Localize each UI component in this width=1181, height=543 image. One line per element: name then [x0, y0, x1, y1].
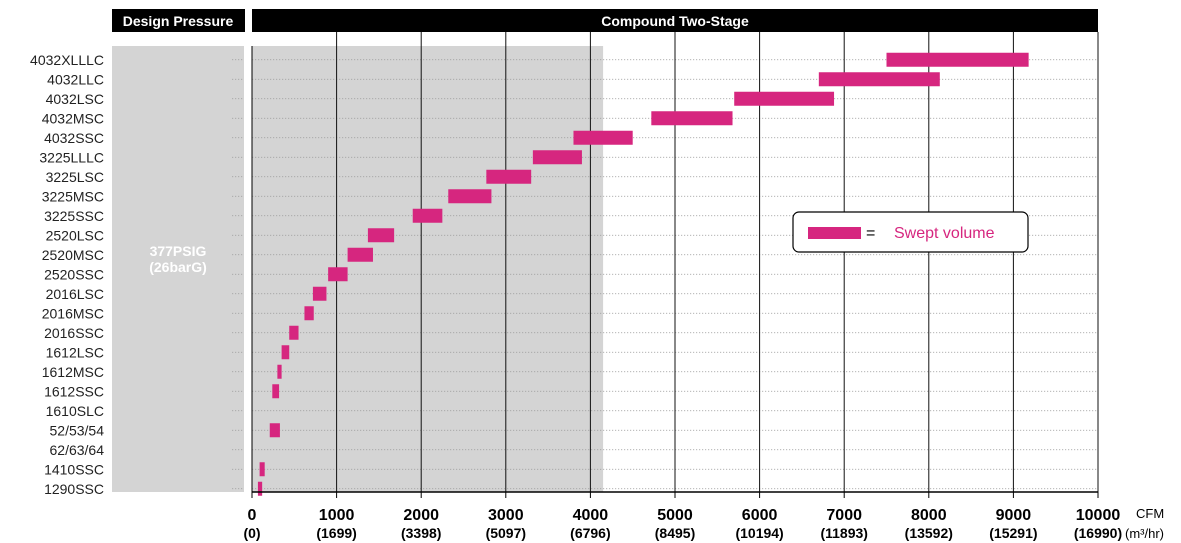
x-tick-label-m3hr-7000: (11893) [820, 525, 867, 541]
x-tick-label-m3hr-6000: (10194) [735, 525, 783, 541]
x-tick-label-m3hr-8000: (13592) [905, 525, 953, 541]
x-tick-label-5000: 5000 [657, 507, 693, 524]
x-tick-label-6000: 6000 [742, 507, 778, 524]
shaded-region [252, 46, 604, 492]
bar-3225lsc [486, 169, 532, 184]
bar-2520lsc [367, 228, 395, 243]
y-label-4032msc: 4032MSC [42, 110, 104, 126]
bar-4032ssc [573, 130, 633, 145]
compound-two-stage-header-bg [252, 9, 1098, 32]
bar-4032lsc [734, 91, 835, 106]
x-tick-label-m3hr-3000: (5097) [486, 525, 526, 541]
x-unit-m3hr: (m³/hr) [1125, 526, 1164, 541]
y-label-2016msc: 2016MSC [42, 305, 104, 321]
y-label-1612lsc: 1612LSC [46, 344, 104, 360]
y-label-3225lsc: 3225LSC [46, 169, 104, 185]
bar-2016lsc [312, 286, 327, 301]
y-label-4032ssc: 4032SSC [44, 130, 104, 146]
design-pressure-barg: (26barG) [149, 259, 207, 275]
bar-3225ssc [412, 208, 443, 223]
y-label-1612ssc: 1612SSC [44, 383, 104, 399]
y-label-2016ssc: 2016SSC [44, 325, 104, 341]
legend-box [792, 211, 1029, 253]
design-pressure-psig: 377PSIG [150, 243, 207, 259]
y-label-52-53-54: 52/53/54 [50, 422, 105, 438]
bar-4032msc [651, 111, 733, 126]
x-tick-label-9000: 9000 [996, 507, 1032, 524]
x-tick-label-m3hr-10000: (16990) [1074, 525, 1122, 541]
y-label-1610slc: 1610SLC [46, 403, 104, 419]
bar-4032llc [818, 72, 940, 87]
bar-3225msc [448, 189, 492, 204]
grid-layer [232, 32, 1099, 492]
compound-two-stage-header: Compound Two-Stage [601, 13, 749, 29]
y-label-3225lllc: 3225LLLC [39, 149, 104, 165]
bar-2520msc [347, 247, 373, 262]
x-tick-label-m3hr-0: (0) [243, 525, 260, 541]
y-label-1290ssc: 1290SSC [44, 481, 104, 497]
shaded-region-layer [252, 46, 604, 492]
bar-1290ssc [257, 481, 263, 496]
x-tick-layer: 0(0) 1000(1699) 2000(3398) 3000(5097) 4000(6… [243, 492, 1122, 541]
bar-1612msc [277, 364, 282, 379]
y-label-1612msc: 1612MSC [42, 364, 104, 380]
x-tick-label-1000: 1000 [319, 507, 355, 524]
bar-2016ssc [289, 325, 299, 340]
legend-equals: = [866, 225, 875, 242]
bar-2520ssc [328, 267, 348, 282]
x-tick-label-7000: 7000 [826, 507, 862, 524]
y-label-4032xlllc: 4032XLLLC [30, 52, 104, 68]
x-tick-label-10000: 10000 [1076, 507, 1121, 524]
bar-4032xlllc [886, 52, 1029, 67]
legend-swatch [808, 227, 861, 239]
bar-1612lsc [281, 345, 290, 360]
y-label-layer: 4032XLLLC 4032LLC 4032LSC 4032MSC 4032SSC 322… [30, 52, 104, 497]
y-label-2520ssc: 2520SSC [44, 266, 104, 282]
x-tick-label-m3hr-2000: (3398) [401, 525, 441, 541]
design-pressure-header-bg [112, 9, 245, 32]
x-tick-label-m3hr-5000: (8495) [655, 525, 695, 541]
x-tick-label-8000: 8000 [911, 507, 947, 524]
design-pressure-header: Design Pressure [123, 13, 234, 29]
y-label-2016lsc: 2016LSC [46, 286, 104, 302]
x-tick-label-m3hr-4000: (6796) [570, 525, 610, 541]
y-label-4032llc: 4032LLC [47, 71, 104, 87]
x-tick-label-3000: 3000 [488, 507, 524, 524]
y-label-4032lsc: 4032LSC [46, 91, 104, 107]
bar-layer [257, 52, 1029, 496]
bar-3225lllc [532, 150, 582, 165]
x-unit-cfm: CFM [1136, 506, 1164, 521]
y-label-2520msc: 2520MSC [42, 247, 104, 263]
bar-52-53-54 [269, 423, 280, 438]
x-tick-label-m3hr-1000: (1699) [316, 525, 356, 541]
legend-label: Swept volume [894, 225, 995, 242]
x-tick-label-2000: 2000 [403, 507, 439, 524]
y-label-62-63-64: 62/63/64 [50, 442, 105, 458]
x-tick-label-m3hr-9000: (15291) [989, 525, 1037, 541]
y-label-1410ssc: 1410SSC [44, 461, 104, 477]
bar-1410ssc [259, 462, 265, 477]
y-label-3225msc: 3225MSC [42, 188, 104, 204]
bar-2016msc [304, 306, 314, 321]
x-tick-label-0: 0 [248, 507, 257, 524]
design-pressure-column [112, 46, 244, 492]
x-tick-label-4000: 4000 [573, 507, 609, 524]
bar-1612ssc [272, 384, 280, 399]
y-label-3225ssc: 3225SSC [44, 208, 104, 224]
y-label-2520lsc: 2520LSC [46, 227, 104, 243]
